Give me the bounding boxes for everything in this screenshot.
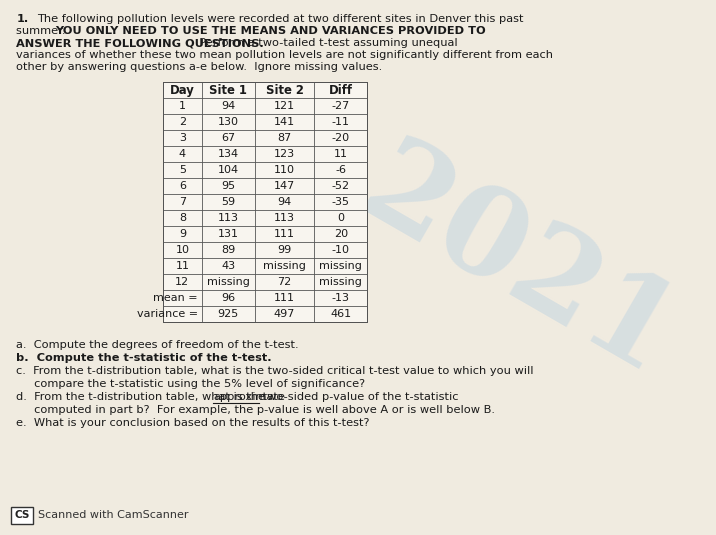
- Text: e.  What is your conclusion based on the results of this t-test?: e. What is your conclusion based on the …: [16, 418, 370, 428]
- Text: Scanned with CamScanner: Scanned with CamScanner: [39, 510, 189, 521]
- Text: 43: 43: [221, 261, 236, 271]
- Text: 11: 11: [334, 149, 348, 159]
- Text: b.  Compute the t-statistic of the t-test.: b. Compute the t-statistic of the t-test…: [16, 353, 272, 363]
- Text: 925: 925: [218, 309, 239, 319]
- Text: 9: 9: [179, 229, 186, 239]
- Text: 94: 94: [277, 197, 291, 207]
- Text: 4: 4: [179, 149, 186, 159]
- Bar: [163, 82, 367, 322]
- Text: missing: missing: [319, 261, 362, 271]
- Text: -13: -13: [332, 293, 350, 303]
- Text: 6: 6: [179, 181, 186, 191]
- Bar: [11, 507, 33, 524]
- Text: 104: 104: [218, 165, 238, 175]
- Text: computed in part b?  For example, the p-value is well above A or is well below B: computed in part b? For example, the p-v…: [16, 405, 495, 415]
- Text: The following pollution levels were recorded at two different sites in Denver th: The following pollution levels were reco…: [37, 14, 523, 24]
- Text: Site 1: Site 1: [209, 83, 247, 96]
- Text: variances of whether these two mean pollution levels are not significantly diffe: variances of whether these two mean poll…: [16, 50, 553, 60]
- Text: -20: -20: [332, 133, 350, 143]
- Text: variance =: variance =: [137, 309, 198, 319]
- Text: missing: missing: [207, 277, 250, 287]
- Text: 121: 121: [274, 101, 295, 111]
- Text: 72: 72: [277, 277, 291, 287]
- Text: 0: 0: [337, 213, 344, 223]
- Text: other by answering questions a-e below.  Ignore missing values.: other by answering questions a-e below. …: [16, 62, 383, 72]
- Text: -10: -10: [332, 245, 350, 255]
- Text: missing: missing: [263, 261, 306, 271]
- Text: Perform a two-tailed t-test assuming unequal: Perform a two-tailed t-test assuming une…: [193, 38, 458, 48]
- Text: YOU ONLY NEED TO USE THE MEANS AND VARIANCES PROVIDED TO: YOU ONLY NEED TO USE THE MEANS AND VARIA…: [55, 26, 485, 36]
- Text: 131: 131: [218, 229, 238, 239]
- Text: 96: 96: [221, 293, 236, 303]
- Text: 87: 87: [277, 133, 291, 143]
- Text: 113: 113: [218, 213, 238, 223]
- Text: 111: 111: [274, 293, 295, 303]
- Text: summer.: summer.: [16, 26, 73, 36]
- Text: 2: 2: [179, 117, 186, 127]
- Text: -27: -27: [332, 101, 350, 111]
- Text: 20: 20: [334, 229, 348, 239]
- Text: CS: CS: [14, 510, 29, 521]
- Text: 67: 67: [221, 133, 236, 143]
- Text: 141: 141: [274, 117, 295, 127]
- Text: 113: 113: [274, 213, 295, 223]
- Text: a.  Compute the degrees of freedom of the t-test.: a. Compute the degrees of freedom of the…: [16, 340, 299, 350]
- Text: 10: 10: [175, 245, 189, 255]
- Text: 11: 11: [175, 261, 189, 271]
- Text: -6: -6: [335, 165, 347, 175]
- Text: 111: 111: [274, 229, 295, 239]
- Text: mean =: mean =: [153, 293, 198, 303]
- Text: 7: 7: [179, 197, 186, 207]
- Text: 59: 59: [221, 197, 236, 207]
- Text: 147: 147: [274, 181, 295, 191]
- Text: Site 2: Site 2: [266, 83, 304, 96]
- Text: two-sided p-value of the t-statistic: two-sided p-value of the t-statistic: [259, 392, 458, 402]
- Text: missing: missing: [319, 277, 362, 287]
- Text: -11: -11: [332, 117, 350, 127]
- Text: Day: Day: [170, 83, 195, 96]
- Text: 1.: 1.: [16, 14, 29, 24]
- Text: 12: 12: [175, 277, 190, 287]
- Text: 5: 5: [179, 165, 186, 175]
- Text: compare the t-statistic using the 5% level of significance?: compare the t-statistic using the 5% lev…: [16, 379, 366, 389]
- Text: -35: -35: [332, 197, 350, 207]
- Text: 3: 3: [179, 133, 186, 143]
- Text: 461: 461: [330, 309, 352, 319]
- Text: -52: -52: [332, 181, 350, 191]
- Text: 134: 134: [218, 149, 238, 159]
- Text: Diff: Diff: [329, 83, 353, 96]
- Text: 95: 95: [221, 181, 236, 191]
- Text: d.  From the t-distribution table, what is the: d. From the t-distribution table, what i…: [16, 392, 269, 402]
- Text: 110: 110: [274, 165, 295, 175]
- Text: 94: 94: [221, 101, 236, 111]
- Text: 1: 1: [179, 101, 186, 111]
- Text: 130: 130: [218, 117, 238, 127]
- Text: 497: 497: [274, 309, 295, 319]
- Text: 99: 99: [277, 245, 291, 255]
- Text: approximate: approximate: [213, 392, 285, 402]
- Text: 89: 89: [221, 245, 236, 255]
- Text: 2021: 2021: [341, 129, 695, 401]
- Text: c.  From the t-distribution table, what is the two-sided critical t-test value t: c. From the t-distribution table, what i…: [16, 366, 534, 376]
- Text: 123: 123: [274, 149, 295, 159]
- Text: ANSWER THE FOLLOWING QUESTIONS.: ANSWER THE FOLLOWING QUESTIONS.: [16, 38, 264, 48]
- Text: 8: 8: [179, 213, 186, 223]
